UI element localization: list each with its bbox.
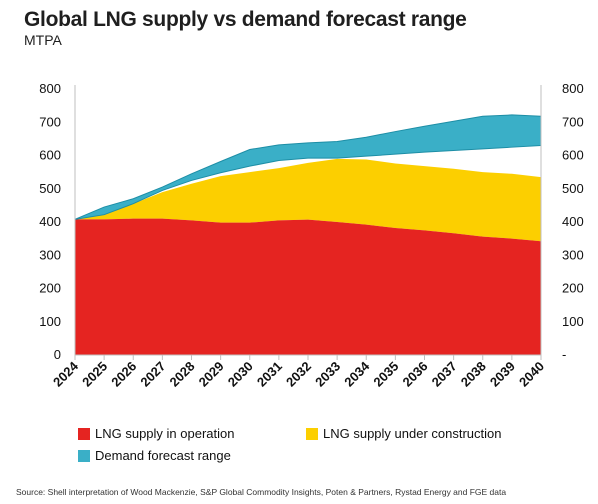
x-tick-label: 2036 [400,359,431,390]
legend-item-demand: Demand forecast range [78,448,231,463]
y-tick-left: 100 [39,314,61,329]
y-tick-left: 800 [39,81,61,96]
chart-subtitle: MTPA [24,32,62,48]
legend-swatch-operation [78,427,90,440]
y-tick-right: 300 [562,247,584,262]
legend-swatch-construction [306,427,318,440]
y-tick-left: 0 [54,347,61,362]
demand-low-line [74,145,542,220]
legend-label-construction: LNG supply under construction [323,426,502,441]
area-supply-in-operation [75,218,541,355]
x-tick-label: 2027 [137,359,168,390]
x-tick-label: 2035 [370,359,401,390]
y-tick-right: 500 [562,181,584,196]
x-tick-label: 2031 [254,359,285,390]
chart-title: Global LNG supply vs demand forecast ran… [24,8,467,31]
legend-swatch-demand [78,449,90,462]
y-tick-right: 800 [562,81,584,96]
y-tick-left: 200 [39,281,61,296]
x-tick-label: 2030 [225,359,256,390]
legend-label-demand: Demand forecast range [95,448,231,463]
x-tick-label: 2034 [341,358,373,390]
y-tick-right: 200 [562,281,584,296]
x-tick-label: 2028 [167,359,198,390]
area-supply-under-construction [75,158,541,242]
x-tick-label: 2037 [429,359,460,390]
legend-item-construction: LNG supply under construction [306,426,501,441]
x-tick-label: 2040 [516,359,547,390]
area-demand-forecast-range [75,114,541,220]
source-note: Source: Shell interpretation of Wood Mac… [16,487,507,497]
x-tick-label: 2039 [487,359,518,390]
x-tick-label: 2024 [50,358,82,390]
y-tick-right: 600 [562,148,584,163]
legend-item-operation: LNG supply in operation [78,426,234,441]
legend-label-operation: LNG supply in operation [95,426,235,441]
x-tick-label: 2032 [283,359,314,390]
y-tick-left: 600 [39,148,61,163]
y-tick-left: 500 [39,181,61,196]
demand-high-line [74,114,542,220]
x-tick-label: 2025 [79,359,110,390]
y-tick-right: 100 [562,314,584,329]
y-tick-right: 700 [562,114,584,129]
x-tick-label: 2029 [196,359,227,390]
y-tick-left: 300 [39,247,61,262]
y-tick-left: 700 [39,114,61,129]
y-tick-left: 400 [39,214,61,229]
x-tick-label: 2033 [312,359,343,390]
y-tick-right: 400 [562,214,584,229]
plot-area [74,114,542,355]
x-tick-label: 2038 [458,359,489,390]
x-tick-label: 2026 [108,359,139,390]
y-tick-right: - [562,347,566,362]
